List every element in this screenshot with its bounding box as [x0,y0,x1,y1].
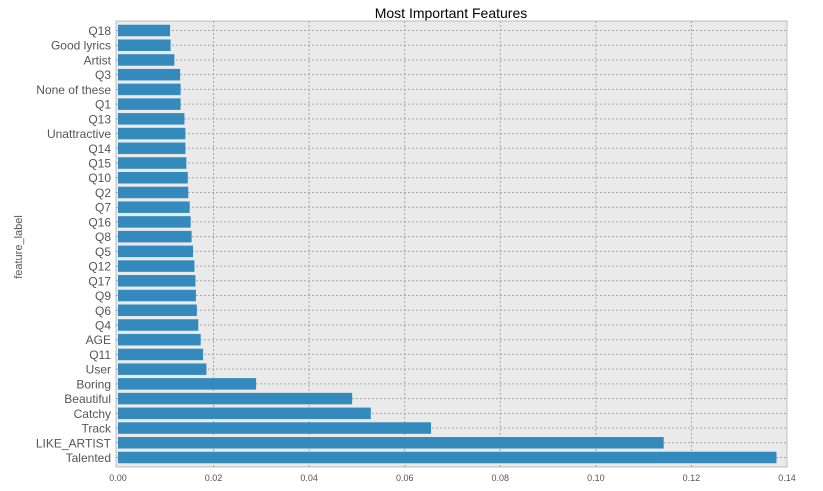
bar [118,437,664,449]
bar [118,392,353,405]
y-tick-label: Q18 [88,24,111,38]
y-axis-label: feature_label [13,215,25,279]
bar [118,39,171,51]
bar [118,127,186,140]
y-tick-label: Artist [84,53,112,67]
bar [118,83,181,96]
y-tick-label: Q7 [95,201,111,215]
y-tick-label: Boring [76,377,111,391]
bar [118,157,187,169]
bar [118,319,199,331]
bars [118,24,777,464]
y-tick-label: Q10 [88,171,111,185]
bar [118,98,181,110]
y-tick-label: Q4 [95,318,111,332]
bar [118,24,171,37]
bar [118,289,196,302]
plot-area [115,20,788,468]
y-tick-label: Q11 [89,348,111,362]
bar [118,142,186,155]
bar [118,113,185,125]
y-tick-label: Q8 [95,230,111,244]
bar [118,171,188,184]
y-tick-label: Good lyrics [51,39,111,53]
y-tick-label: Catchy [74,407,111,421]
bar [118,378,257,390]
y-tick-label: Q5 [95,245,111,259]
y-tick-label: Q17 [88,274,111,288]
x-tick-label: 0.02 [205,473,223,483]
bar [118,230,192,243]
bar [118,260,195,272]
bar [118,363,207,375]
y-tick-label: Q6 [95,304,111,318]
x-tick-label: 0.10 [587,473,605,483]
y-tick-label: Q3 [95,68,111,82]
bar [118,186,189,199]
x-tick-label: 0.14 [778,473,796,483]
y-tick-label: None of these [36,83,111,97]
bar [118,245,194,258]
y-tick-label: Beautiful [64,392,111,406]
bar [118,201,190,213]
x-tick-label: 0.12 [683,473,701,483]
bar [118,407,371,420]
bar [118,422,431,434]
bar [118,304,197,317]
y-tick-label: Talented [66,451,111,465]
x-tick-label: 0.06 [396,473,414,483]
x-tick-label: 0.04 [300,473,318,483]
y-tick-label: User [86,363,111,377]
bar [118,348,204,361]
y-tick-label: Q13 [88,112,111,126]
y-tick-label: AGE [86,333,111,347]
bar [118,451,777,464]
bar [118,275,196,287]
x-tick-labels: 0.00 0.02 0.04 0.06 0.08 0.10 0.12 0.14 [109,473,796,483]
y-tick-label: Q15 [88,157,111,171]
x-tick-label: 0.08 [492,473,510,483]
bar [118,54,175,66]
y-tick-label: LIKE_ARTIST [36,436,112,450]
bar [118,68,181,81]
chart-title: Most Important Features [375,5,528,21]
y-tick-label: Q12 [88,260,111,274]
bar [118,216,191,228]
y-tick-label: Q2 [95,186,111,200]
y-tick-label: Q16 [88,215,111,229]
y-tick-label: Q1 [95,98,111,112]
x-tick-label: 0.00 [109,473,127,483]
y-tick-label: Unattractive [47,127,111,141]
y-tick-label: Q14 [88,142,111,156]
y-tick-label: Track [81,422,112,436]
y-tick-label: Q9 [95,289,111,303]
bar [118,333,201,346]
